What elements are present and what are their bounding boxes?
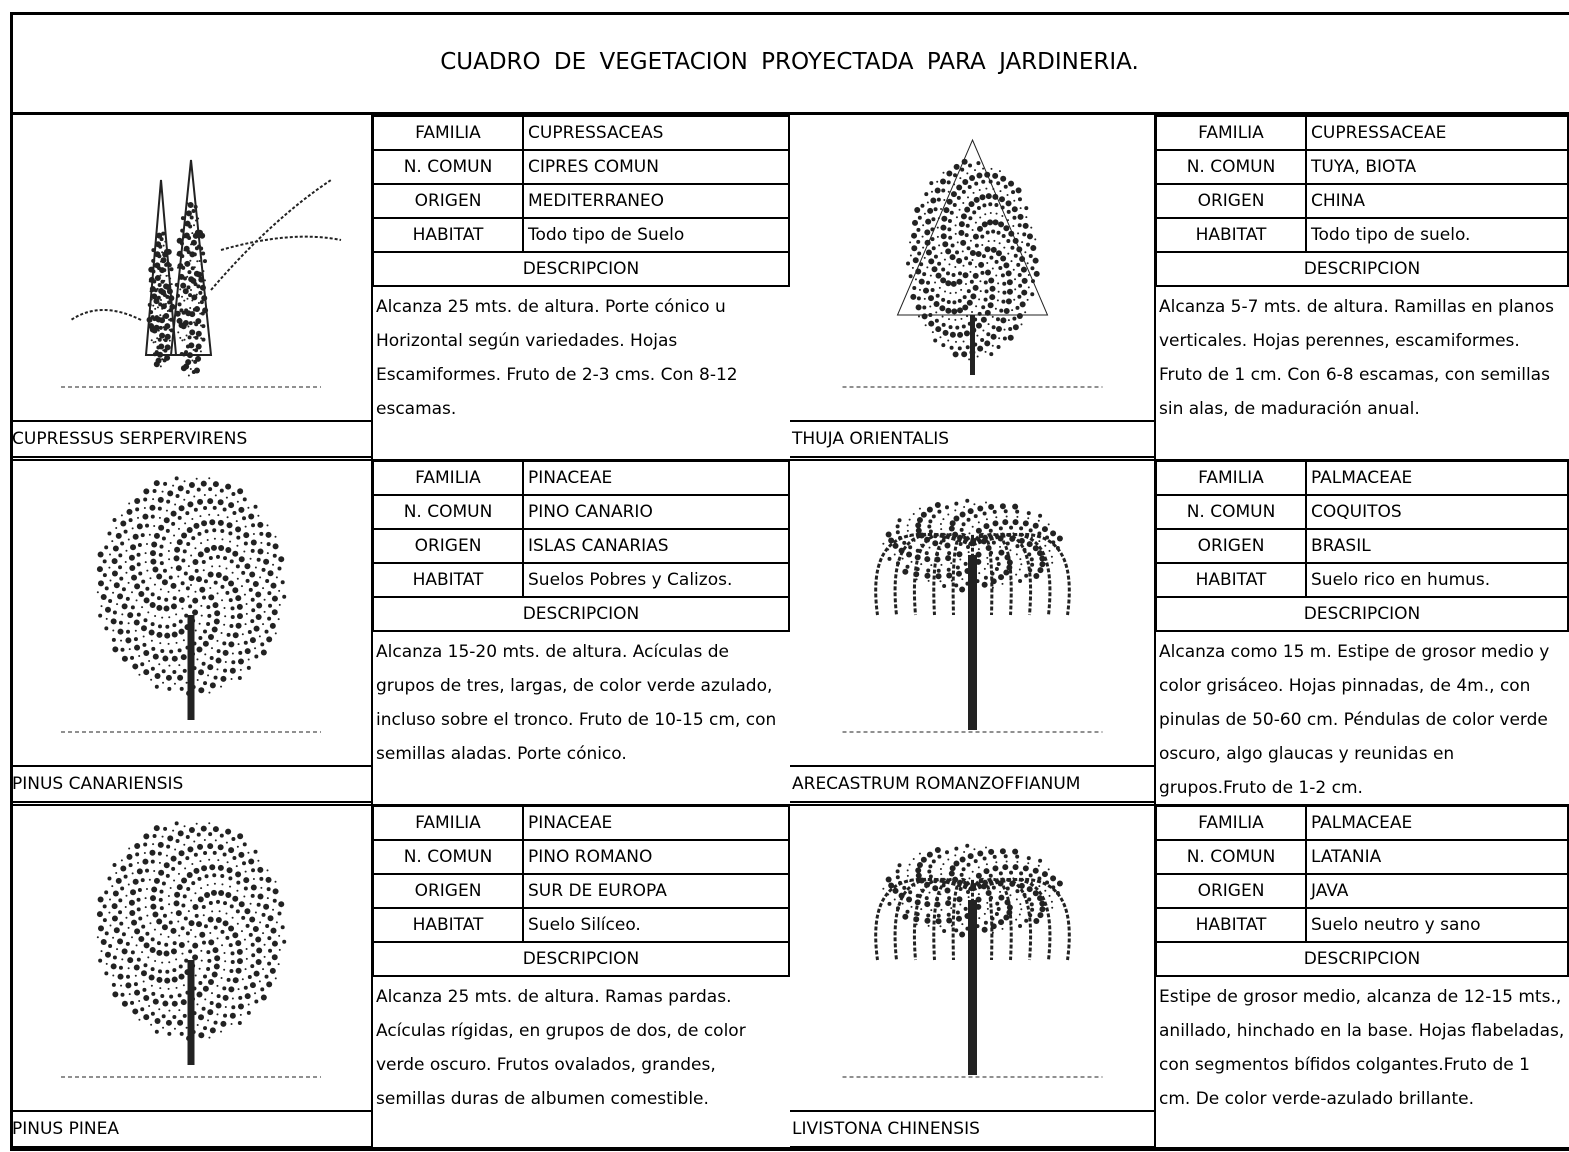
row-line — [10, 1149, 790, 1151]
description: Alcanza como 15 m. Estipe de grosor medi… — [1159, 642, 1550, 798]
species-name: LIVISTONA CHINENSIS — [790, 1110, 1155, 1148]
field-label: FAMILIA — [372, 460, 524, 496]
field-label: HABITAT — [1155, 562, 1307, 598]
field-value: LATANIA — [1305, 839, 1569, 875]
divider — [371, 460, 373, 805]
divider — [1154, 805, 1156, 1150]
description-header: DESCRIPCION — [1155, 596, 1569, 632]
field-value: Suelo rico en humus. — [1305, 562, 1569, 598]
field-label: FAMILIA — [1155, 460, 1307, 496]
description-header: DESCRIPCION — [1155, 941, 1569, 977]
species-name: THUJA ORIENTALIS — [790, 420, 1155, 458]
description: Alcanza 25 mts. de altura. Ramas pardas.… — [376, 987, 746, 1109]
field-label: ORIGEN — [372, 873, 524, 909]
description-header: DESCRIPCION — [372, 251, 790, 287]
field-label: N. COMUN — [1155, 494, 1307, 530]
field-label: FAMILIA — [372, 805, 524, 841]
description: Alcanza 5-7 mts. de altura. Ramillas en … — [1159, 297, 1555, 419]
field-label: HABITAT — [372, 907, 524, 943]
field-label: N. COMUN — [1155, 149, 1307, 185]
field-value: PINO ROMANO — [522, 839, 790, 875]
field-value: Todo tipo de Suelo — [522, 217, 790, 253]
field-value: PINACEAE — [522, 805, 790, 841]
field-value: Todo tipo de suelo. — [1305, 217, 1569, 253]
tree-drawing — [61, 821, 321, 1078]
field-value: JAVA — [1305, 873, 1569, 909]
frame — [10, 12, 1569, 1150]
field-value: PALMACEAE — [1305, 805, 1569, 841]
field-label: ORIGEN — [1155, 528, 1307, 564]
field-value: BRASIL — [1305, 528, 1569, 564]
species-name: CUPRESSUS SERPERVIRENS — [10, 420, 372, 458]
field-label: N. COMUN — [1155, 839, 1307, 875]
divider — [371, 115, 373, 460]
field-label: ORIGEN — [372, 528, 524, 564]
field-value: Suelos Pobres y Calizos. — [522, 562, 790, 598]
field-value: MEDITERRANEO — [522, 183, 790, 219]
field-value: ISLAS CANARIAS — [522, 528, 790, 564]
divider — [1154, 115, 1156, 460]
species-name: PINUS PINEA — [10, 1110, 372, 1148]
field-value: PALMACEAE — [1305, 460, 1569, 496]
field-label: HABITAT — [1155, 907, 1307, 943]
field-label: FAMILIA — [372, 115, 524, 151]
divider — [371, 805, 373, 1150]
field-label: ORIGEN — [1155, 873, 1307, 909]
field-value: Suelo neutro y sano — [1305, 907, 1569, 943]
field-label: HABITAT — [372, 217, 524, 253]
description: Alcanza 25 mts. de altura. Porte cónico … — [376, 297, 738, 419]
field-value: CUPRESSACEAS — [522, 115, 790, 151]
tree-drawing — [61, 159, 342, 388]
field-value: CHINA — [1305, 183, 1569, 219]
field-value: CUPRESSACEAE — [1305, 115, 1569, 151]
field-label: FAMILIA — [1155, 805, 1307, 841]
row-line — [790, 1149, 1569, 1151]
field-value: SUR DE EUROPA — [522, 873, 790, 909]
description-header: DESCRIPCION — [372, 596, 790, 632]
species-name: PINUS CANARIENSIS — [10, 765, 372, 803]
field-label: N. COMUN — [372, 149, 524, 185]
description: Estipe de grosor medio, alcanza de 12-15… — [1159, 987, 1565, 1109]
tree-drawing — [842, 498, 1103, 733]
field-label: FAMILIA — [1155, 115, 1307, 151]
field-value: Suelo Silíceo. — [522, 907, 790, 943]
tree-drawing — [61, 476, 321, 733]
field-value: TUYA, BIOTA — [1305, 149, 1569, 185]
field-label: ORIGEN — [1155, 183, 1307, 219]
species-name: ARECASTRUM ROMANZOFFIANUM — [790, 765, 1155, 803]
field-value: CIPRES COMUN — [522, 149, 790, 185]
field-label: ORIGEN — [372, 183, 524, 219]
field-label: HABITAT — [372, 562, 524, 598]
field-label: HABITAT — [1155, 217, 1307, 253]
field-value: PINACEAE — [522, 460, 790, 496]
field-label: N. COMUN — [372, 839, 524, 875]
field-label: N. COMUN — [372, 494, 524, 530]
divider — [1154, 460, 1156, 805]
tree-drawing — [842, 138, 1103, 388]
description: Alcanza 15-20 mts. de altura. Acículas d… — [376, 642, 777, 764]
field-value: COQUITOS — [1305, 494, 1569, 530]
field-value: PINO CANARIO — [522, 494, 790, 530]
title: CUADRO DE VEGETACION PROYECTADA PARA JAR… — [10, 12, 1569, 115]
description-header: DESCRIPCION — [372, 941, 790, 977]
tree-drawing — [842, 843, 1103, 1078]
description-header: DESCRIPCION — [1155, 251, 1569, 287]
